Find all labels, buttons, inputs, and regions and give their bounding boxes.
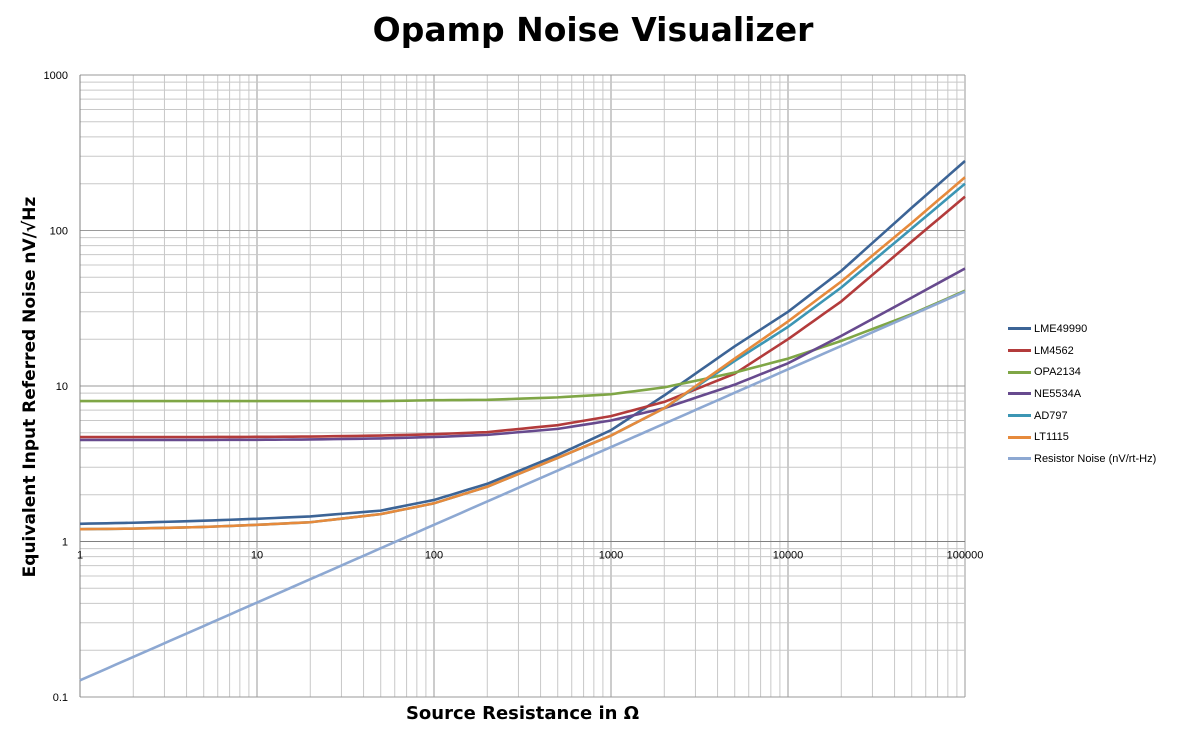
series-line-lme49990 bbox=[79, 159, 966, 526]
y-tick-label: 100 bbox=[50, 226, 68, 238]
x-tick-label: 10000 bbox=[773, 550, 804, 562]
y-tick-label: 0.1 bbox=[53, 692, 68, 704]
y-tick-label: 1000 bbox=[44, 70, 68, 82]
y-axis-title: Equivalent Input Referred Noise nV/√Hz bbox=[20, 196, 40, 578]
legend-swatch bbox=[1008, 457, 1031, 461]
legend-item-ne5534a: NE5534A bbox=[1008, 383, 1186, 405]
legend-item-opa2134: OPA2134 bbox=[1008, 361, 1186, 383]
legend-swatch bbox=[1008, 435, 1031, 439]
legend-item-lme49990: LME49990 bbox=[1008, 318, 1186, 340]
legend: LME49990 LM4562 OPA2134 NE5534A AD797 LT1115 R… bbox=[1008, 318, 1186, 470]
legend-label: AD797 bbox=[1034, 409, 1068, 422]
legend-swatch bbox=[1008, 370, 1031, 374]
series-line-ad797 bbox=[79, 182, 966, 531]
legend-item-ad797: AD797 bbox=[1008, 405, 1186, 427]
x-tick-label: 1000 bbox=[599, 550, 623, 562]
y-tick-label: 10 bbox=[56, 381, 68, 393]
x-axis-title: Source Resistance in Ω bbox=[405, 703, 640, 724]
series-line-ne5534a bbox=[80, 267, 966, 442]
legend-label: LM4562 bbox=[1034, 344, 1074, 357]
x-tick-label: 100 bbox=[425, 550, 443, 562]
legend-swatch bbox=[1008, 327, 1031, 331]
series-line-resistor-noise-nv-rt-hz bbox=[79, 290, 966, 682]
series-line-lt1115 bbox=[79, 176, 966, 531]
legend-swatch bbox=[1008, 349, 1031, 353]
legend-item-resistor-noise-nv-rt-hz: Resistor Noise (nV/rt-Hz) bbox=[1008, 448, 1186, 470]
tick-labels: 1 10 100 1000 10000 100000 0.1 1 10 100 1000 bbox=[44, 70, 984, 704]
x-tick-label: 10 bbox=[251, 550, 263, 562]
series-group bbox=[79, 159, 966, 682]
series-line-lm4562 bbox=[80, 195, 966, 439]
legend-label: NE5534A bbox=[1034, 387, 1082, 400]
y-tick-label: 1 bbox=[62, 537, 68, 549]
x-tick-label: 1 bbox=[77, 550, 83, 562]
chart-title: Opamp Noise Visualizer bbox=[372, 10, 814, 49]
legend-swatch bbox=[1008, 392, 1031, 396]
legend-label: OPA2134 bbox=[1034, 366, 1081, 379]
legend-label: LT1115 bbox=[1034, 431, 1069, 444]
legend-item-lm4562: LM4562 bbox=[1008, 340, 1186, 362]
grid bbox=[79, 74, 966, 698]
legend-label: Resistor Noise (nV/rt-Hz) bbox=[1034, 452, 1157, 465]
legend-label: LME49990 bbox=[1034, 322, 1088, 335]
legend-swatch bbox=[1008, 414, 1031, 418]
legend-item-lt1115: LT1115 bbox=[1008, 426, 1186, 448]
x-tick-label: 100000 bbox=[947, 550, 984, 562]
